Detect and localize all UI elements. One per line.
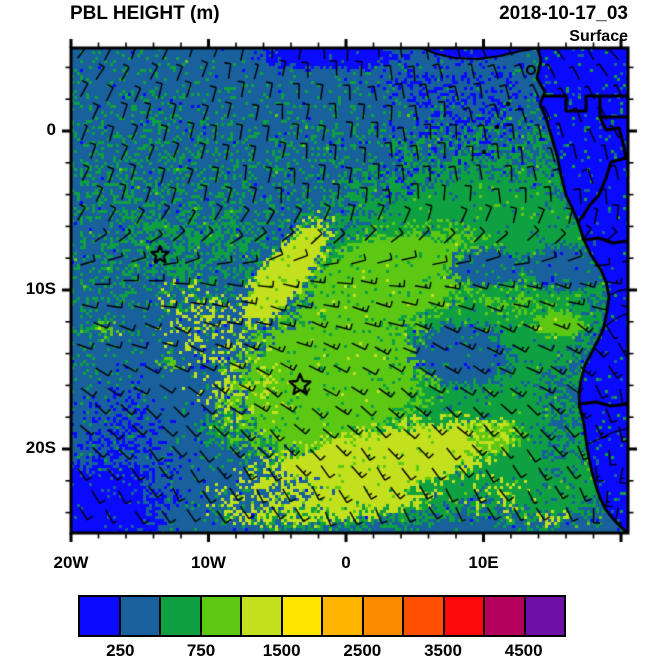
x-tick-label: 10E bbox=[468, 553, 499, 572]
level-label: Surface bbox=[569, 28, 628, 45]
colorbar-cell bbox=[525, 597, 564, 635]
colorbar-cell bbox=[242, 597, 283, 635]
page-title: PBL HEIGHT (m) bbox=[70, 3, 220, 24]
colorbar-cell bbox=[161, 597, 202, 635]
colorbar-label: 250 bbox=[106, 641, 135, 660]
colorbar-cell bbox=[201, 597, 242, 635]
y-tick-label: 0 bbox=[46, 120, 56, 139]
colorbar-label: 4500 bbox=[504, 641, 543, 660]
colorbar-cell bbox=[80, 597, 121, 635]
colorbar-cell bbox=[323, 597, 364, 635]
colorbar bbox=[78, 595, 566, 637]
x-tick-label: 10W bbox=[191, 553, 226, 572]
colorbar-cell bbox=[282, 597, 323, 635]
colorbar-cell bbox=[363, 597, 404, 635]
colorbar-cell bbox=[485, 597, 526, 635]
colorbar-label: 3500 bbox=[424, 641, 462, 660]
colorbar-cell bbox=[444, 597, 485, 635]
colorbar-cell bbox=[120, 597, 161, 635]
valid-datetime: 2018-10-17_03 bbox=[499, 3, 628, 24]
colorbar-label: 750 bbox=[186, 641, 216, 660]
y-tick-label: 20S bbox=[25, 438, 56, 457]
colorbar-label: 2500 bbox=[343, 641, 382, 660]
x-tick-label: 20W bbox=[53, 553, 89, 572]
colorbar-cell bbox=[404, 597, 445, 635]
colorbar-label: 1500 bbox=[262, 641, 301, 660]
x-tick-label: 0 bbox=[341, 553, 351, 572]
y-tick-label: 10S bbox=[25, 279, 56, 298]
